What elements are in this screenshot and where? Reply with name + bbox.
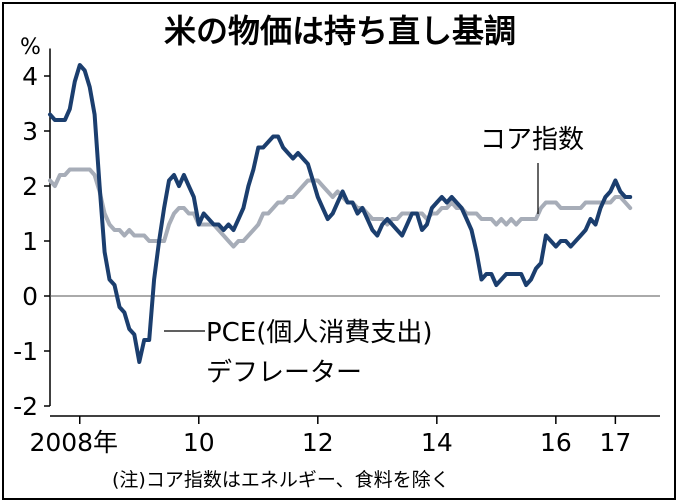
y-tick-label: 3 xyxy=(22,117,38,146)
core-index-line xyxy=(48,167,633,249)
x-tick-label: 16 xyxy=(540,428,572,457)
x-tick-label: 2008年 xyxy=(29,428,118,457)
y-axis-unit: % xyxy=(20,35,41,60)
x-tick-label: 14 xyxy=(421,428,453,457)
pce-deflator-line xyxy=(48,63,633,364)
pce-series-label-line2: デフレーター xyxy=(206,358,362,388)
y-tick-label: 0 xyxy=(22,282,38,311)
x-tick-label: 10 xyxy=(183,428,215,457)
series-pce-deflator xyxy=(48,63,633,364)
series-core-index xyxy=(48,167,633,249)
y-tick-label: 2 xyxy=(22,172,38,201)
y-axis: 4 3 2 1 0 -1 -2 xyxy=(13,48,51,421)
x-axis: 2008年 10 12 14 16 17 xyxy=(29,415,660,457)
y-tick-label: 1 xyxy=(22,227,38,256)
y-tick-label: 4 xyxy=(22,62,38,91)
chart-title: 米の物価は持ち直し基調 xyxy=(164,12,516,50)
pce-series-label-line1: PCE(個人消費支出) xyxy=(206,318,433,348)
x-tick-label: 17 xyxy=(599,428,631,457)
x-tick-label: 12 xyxy=(302,428,334,457)
y-tick-label: -2 xyxy=(13,392,38,421)
footnote: (注)コア指数はエネルギー、食料を除く xyxy=(112,469,450,491)
chart-frame xyxy=(2,2,676,500)
y-tick-label: -1 xyxy=(13,337,38,366)
core-series-label: コア指数 xyxy=(480,125,584,155)
